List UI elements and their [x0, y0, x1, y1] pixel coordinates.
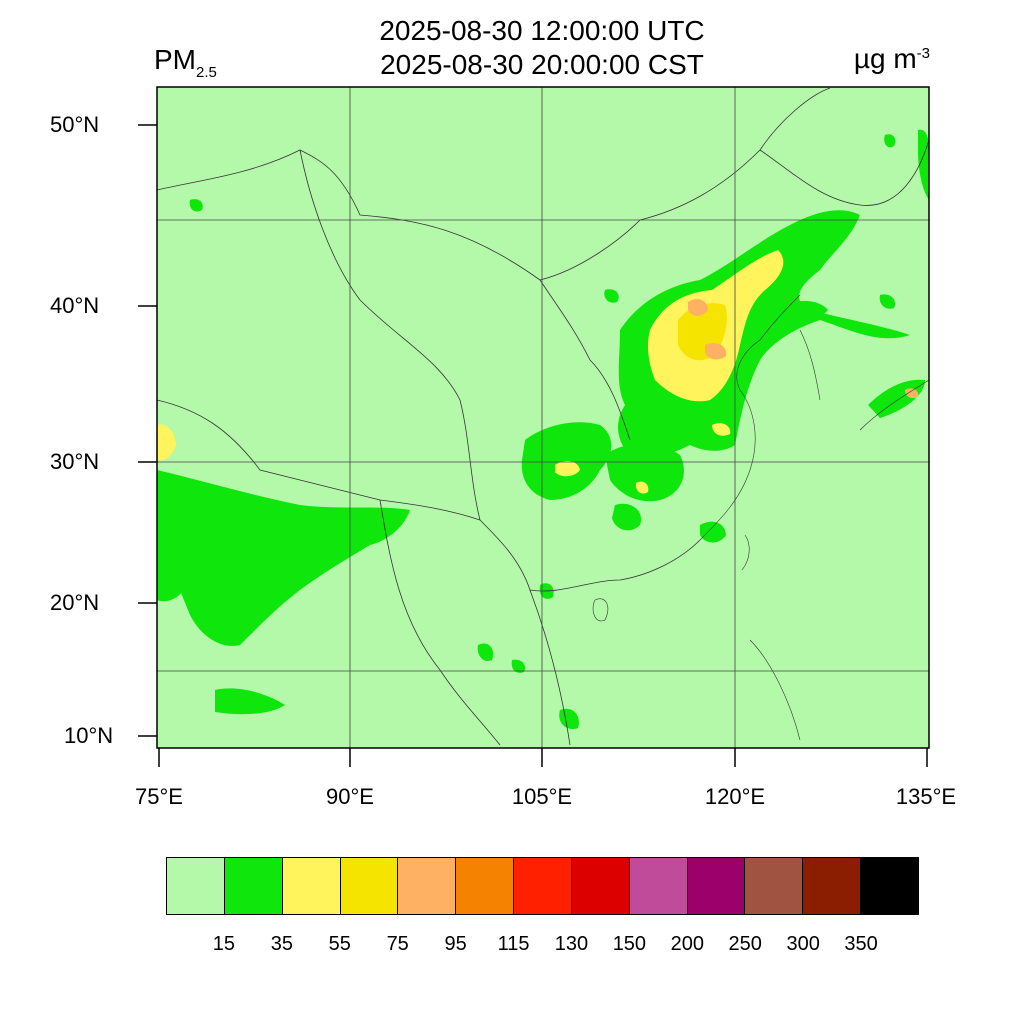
colorbar — [166, 857, 919, 915]
colorbar-label: 200 — [670, 933, 704, 955]
level-95-patches — [688, 299, 919, 399]
himalaya-band — [157, 470, 410, 646]
central-hotspot — [635, 481, 649, 494]
unit-name: µg m — [853, 43, 917, 74]
colorbar-swatch — [687, 858, 746, 914]
colorbar-swatch — [745, 858, 804, 914]
thailand-speck — [511, 659, 526, 673]
coastlines — [592, 294, 929, 741]
shandong-speck — [604, 289, 619, 303]
colorbar-swatch — [803, 858, 862, 914]
lat-tick-20: 20°N — [50, 590, 100, 615]
lon-tick-90: 90°E — [326, 784, 374, 809]
lat-tick-40: 40°N — [50, 293, 100, 318]
lat-tick-30: 30°N — [50, 449, 100, 474]
fujian-patch — [700, 521, 726, 543]
vietnam-speck — [559, 708, 579, 730]
variable-name: PM — [154, 44, 196, 75]
map-frame — [156, 86, 930, 749]
korea-patch — [785, 300, 828, 320]
colorbar-swatch — [571, 858, 630, 914]
map-background — [157, 87, 929, 748]
colorbar-swatch — [456, 858, 515, 914]
colorbar-label: 95 — [444, 933, 467, 955]
east-coast-hotspot — [712, 423, 731, 436]
unit-label: µg m-3 — [854, 44, 930, 79]
colorbar-swatch — [167, 858, 225, 914]
west-edge-hotspot — [157, 424, 176, 461]
tick-marks — [138, 124, 928, 767]
colorbar-swatch — [282, 858, 341, 914]
colorbar-label: 350 — [844, 933, 878, 955]
country-borders — [157, 87, 929, 746]
colorbar-label: 75 — [386, 933, 409, 955]
hunan-patch — [612, 503, 641, 531]
graticule — [157, 87, 929, 748]
shandong-peak — [705, 343, 727, 360]
colorbar-label: 300 — [786, 933, 820, 955]
colorbar-swatch — [224, 858, 283, 914]
bay-speck — [879, 294, 896, 309]
northwest-india-patch — [157, 540, 192, 602]
variable-subscript: 2.5 — [196, 64, 217, 81]
colorbar-label: 35 — [270, 933, 293, 955]
colorbar-swatch — [398, 858, 457, 914]
central-china-patch — [605, 443, 684, 502]
lat-tick-50: 50°N — [50, 112, 100, 137]
mongolia-speck — [884, 134, 896, 148]
lat-tick-10: 10°N — [64, 723, 114, 748]
beijing-peak — [688, 299, 708, 316]
colorbar-swatch — [629, 858, 688, 914]
west-speck — [189, 199, 203, 212]
colorbar-label: 55 — [328, 933, 351, 955]
laos-speck — [477, 643, 494, 662]
japan-peak — [905, 388, 919, 399]
colorbar-label: 150 — [612, 933, 647, 955]
colorbar-swatch — [514, 858, 572, 914]
sichuan-hotspot — [555, 460, 580, 477]
lon-tick-135: 135°E — [895, 784, 957, 809]
central-india-patch — [215, 688, 285, 715]
lon-tick-120: 120°E — [704, 784, 766, 809]
unit-exponent: -3 — [916, 45, 930, 62]
concentration-layers — [157, 87, 929, 748]
title-cst: 2025-08-30 20:00:00 CST — [380, 49, 704, 80]
colorbar-label: 130 — [554, 933, 589, 955]
title-utc: 2025-08-30 12:00:00 UTC — [379, 15, 705, 46]
variable-label: PM2.5 — [154, 44, 217, 82]
lon-tick-75: 75°E — [135, 784, 183, 809]
colorbar-swatch — [340, 858, 399, 914]
colorbar-label: 250 — [728, 933, 762, 955]
lon-tick-105: 105°E — [511, 784, 573, 809]
colorbar-label: 15 — [212, 933, 236, 955]
colorbar-label: 115 — [497, 933, 530, 955]
colorbar-swatch — [861, 858, 918, 914]
